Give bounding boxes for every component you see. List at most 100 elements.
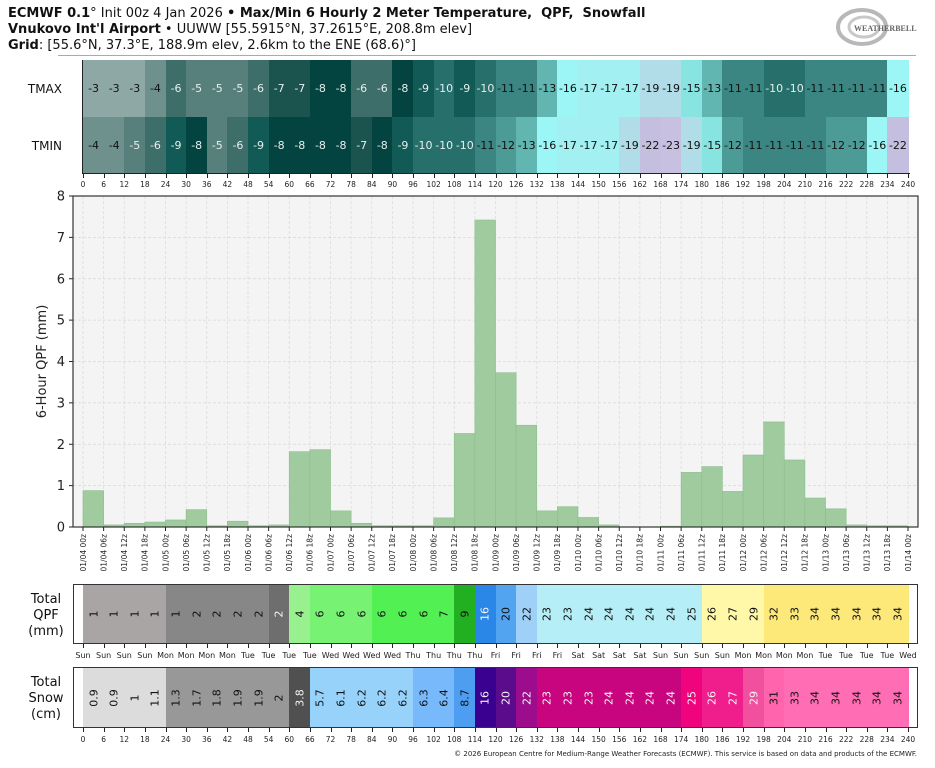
tmax-cell: -8 <box>309 60 331 117</box>
total-snow-cell: 1.9 <box>248 668 270 727</box>
total-snow-value: 0.9 <box>107 688 121 707</box>
snow-hour-tick <box>474 728 476 732</box>
day-label: Mon <box>755 651 773 660</box>
total-snow-value: 26 <box>705 690 719 705</box>
qpf-day-tick <box>722 644 724 648</box>
total-qpf-cell: 32 <box>763 585 785 643</box>
x-tick-label: 01/07 06z <box>347 534 356 572</box>
temp-hour-label: 162 <box>632 180 648 189</box>
x-tick-label: 01/06 18z <box>306 534 315 572</box>
temp-panel-left-axis <box>82 60 83 174</box>
total-snow-cell: 31 <box>763 668 785 727</box>
snow-hour-label: 174 <box>673 735 689 744</box>
day-label: Thu <box>467 651 483 660</box>
qpf-bar <box>495 372 517 528</box>
temp-hour-label: 66 <box>305 180 315 189</box>
tmin-cell: -16 <box>536 117 558 174</box>
qpf-bar <box>433 517 455 528</box>
snow-hour-label: 108 <box>447 735 462 744</box>
day-label: Sun <box>694 651 710 660</box>
total-qpf-cell: 20 <box>495 585 517 643</box>
qpf-day-tick <box>309 644 311 648</box>
snow-hour-tick <box>248 728 249 732</box>
tmax-cell: -5 <box>206 60 228 117</box>
day-label: Sat <box>612 651 626 660</box>
total-snow-cell: 24 <box>619 668 641 727</box>
x-tick-label: 01/11 12z <box>698 534 707 572</box>
temp-hour-label: 120 <box>488 180 503 189</box>
total-snow-value: 34 <box>808 690 822 705</box>
total-qpf-value: 34 <box>829 607 843 621</box>
x-tick-label: 01/11 06z <box>677 534 686 572</box>
tmin-cell: -6 <box>227 117 249 174</box>
total-snow-cell: 34 <box>825 668 847 727</box>
temp-hour-tick <box>474 174 476 178</box>
total-qpf-cell: 9 <box>454 585 476 643</box>
tmin-cell: -22 <box>639 117 661 174</box>
total-snow-cell: 23 <box>557 668 579 727</box>
init-time: Init 00z 4 Jan 2026 <box>96 6 227 21</box>
tmax-cell: -16 <box>887 60 909 117</box>
tmin-cell: -17 <box>557 117 579 174</box>
degree-symbol: ° <box>90 6 97 21</box>
total-qpf-cell: 6 <box>413 585 435 643</box>
snow-hour-label: 84 <box>366 735 377 744</box>
snow-hour-tick <box>908 728 909 732</box>
day-label: Thu <box>405 651 421 660</box>
day-label: Wed <box>321 651 340 660</box>
y-tick-label: 1 <box>57 479 65 494</box>
tmax-label: TMAX <box>27 82 62 96</box>
snow-hour-label: 180 <box>694 735 709 744</box>
total-qpf-value: 9 <box>458 610 472 618</box>
temp-hour-tick <box>371 174 373 178</box>
total-qpf-value: 6 <box>417 610 431 618</box>
chart-title: Max/Min 6 Hourly 2 Meter Temperature, QP… <box>235 6 646 21</box>
tmin-cell: -8 <box>186 117 208 174</box>
total-snow-cell: 22 <box>516 668 538 727</box>
svg-text:WEATHERBELL: WEATHERBELL <box>854 24 917 33</box>
total-snow-cell: 3.8 <box>289 668 311 727</box>
day-label: Mon <box>198 651 216 660</box>
qpf-day-tick <box>454 644 456 648</box>
snow-hour-tick <box>206 728 208 732</box>
snow-hour-tick <box>804 728 806 732</box>
qpf-day-tick <box>804 644 806 648</box>
total-snow-value: 1 <box>128 694 142 701</box>
total-qpf-cell: 2 <box>268 585 290 643</box>
total-qpf-value: 23 <box>561 607 575 621</box>
tmax-cell: -5 <box>186 60 208 117</box>
snow-hour-tick <box>722 728 724 732</box>
temp-hour-tick <box>825 174 827 178</box>
x-tick-label: 01/10 06z <box>594 534 603 572</box>
total-qpf-cell: 34 <box>825 585 847 643</box>
temp-hour-tick <box>206 174 208 178</box>
qpf-day-tick <box>743 644 744 648</box>
total-qpf-cell: 4 <box>289 585 311 643</box>
total-qpf-cell: 24 <box>660 585 682 643</box>
temp-hour-tick <box>887 174 889 178</box>
y-tick-label: 4 <box>57 355 65 370</box>
qpf-day-tick <box>248 644 249 648</box>
total-qpf-value: 2 <box>231 610 245 618</box>
x-tick-label: 01/12 18z <box>801 534 810 572</box>
temp-hour-tick <box>578 174 579 178</box>
qpf-day-tick <box>866 644 868 648</box>
qpf-bar <box>165 519 187 528</box>
snow-hour-label: 66 <box>305 735 315 744</box>
snow-hour-tick <box>495 728 497 732</box>
tmax-cell: -5 <box>227 60 249 117</box>
temp-hour-tick <box>289 174 291 178</box>
total-qpf-value: 34 <box>808 607 822 621</box>
total-qpf-cell: 6 <box>371 585 393 643</box>
temp-hour-label: 12 <box>119 180 130 189</box>
snow-hour-label: 234 <box>880 735 895 744</box>
total-qpf-cell: 1 <box>144 585 166 643</box>
tmin-cell: -17 <box>598 117 620 174</box>
tmax-cell: -13 <box>536 60 558 117</box>
qpf-day-tick <box>124 644 126 648</box>
snow-hour-tick <box>144 728 146 732</box>
x-tick-label: 01/11 18z <box>718 534 727 572</box>
x-tick-label: 01/10 18z <box>636 534 645 572</box>
temp-hour-label: 144 <box>570 180 586 189</box>
temp-hour-label: 18 <box>140 180 150 189</box>
